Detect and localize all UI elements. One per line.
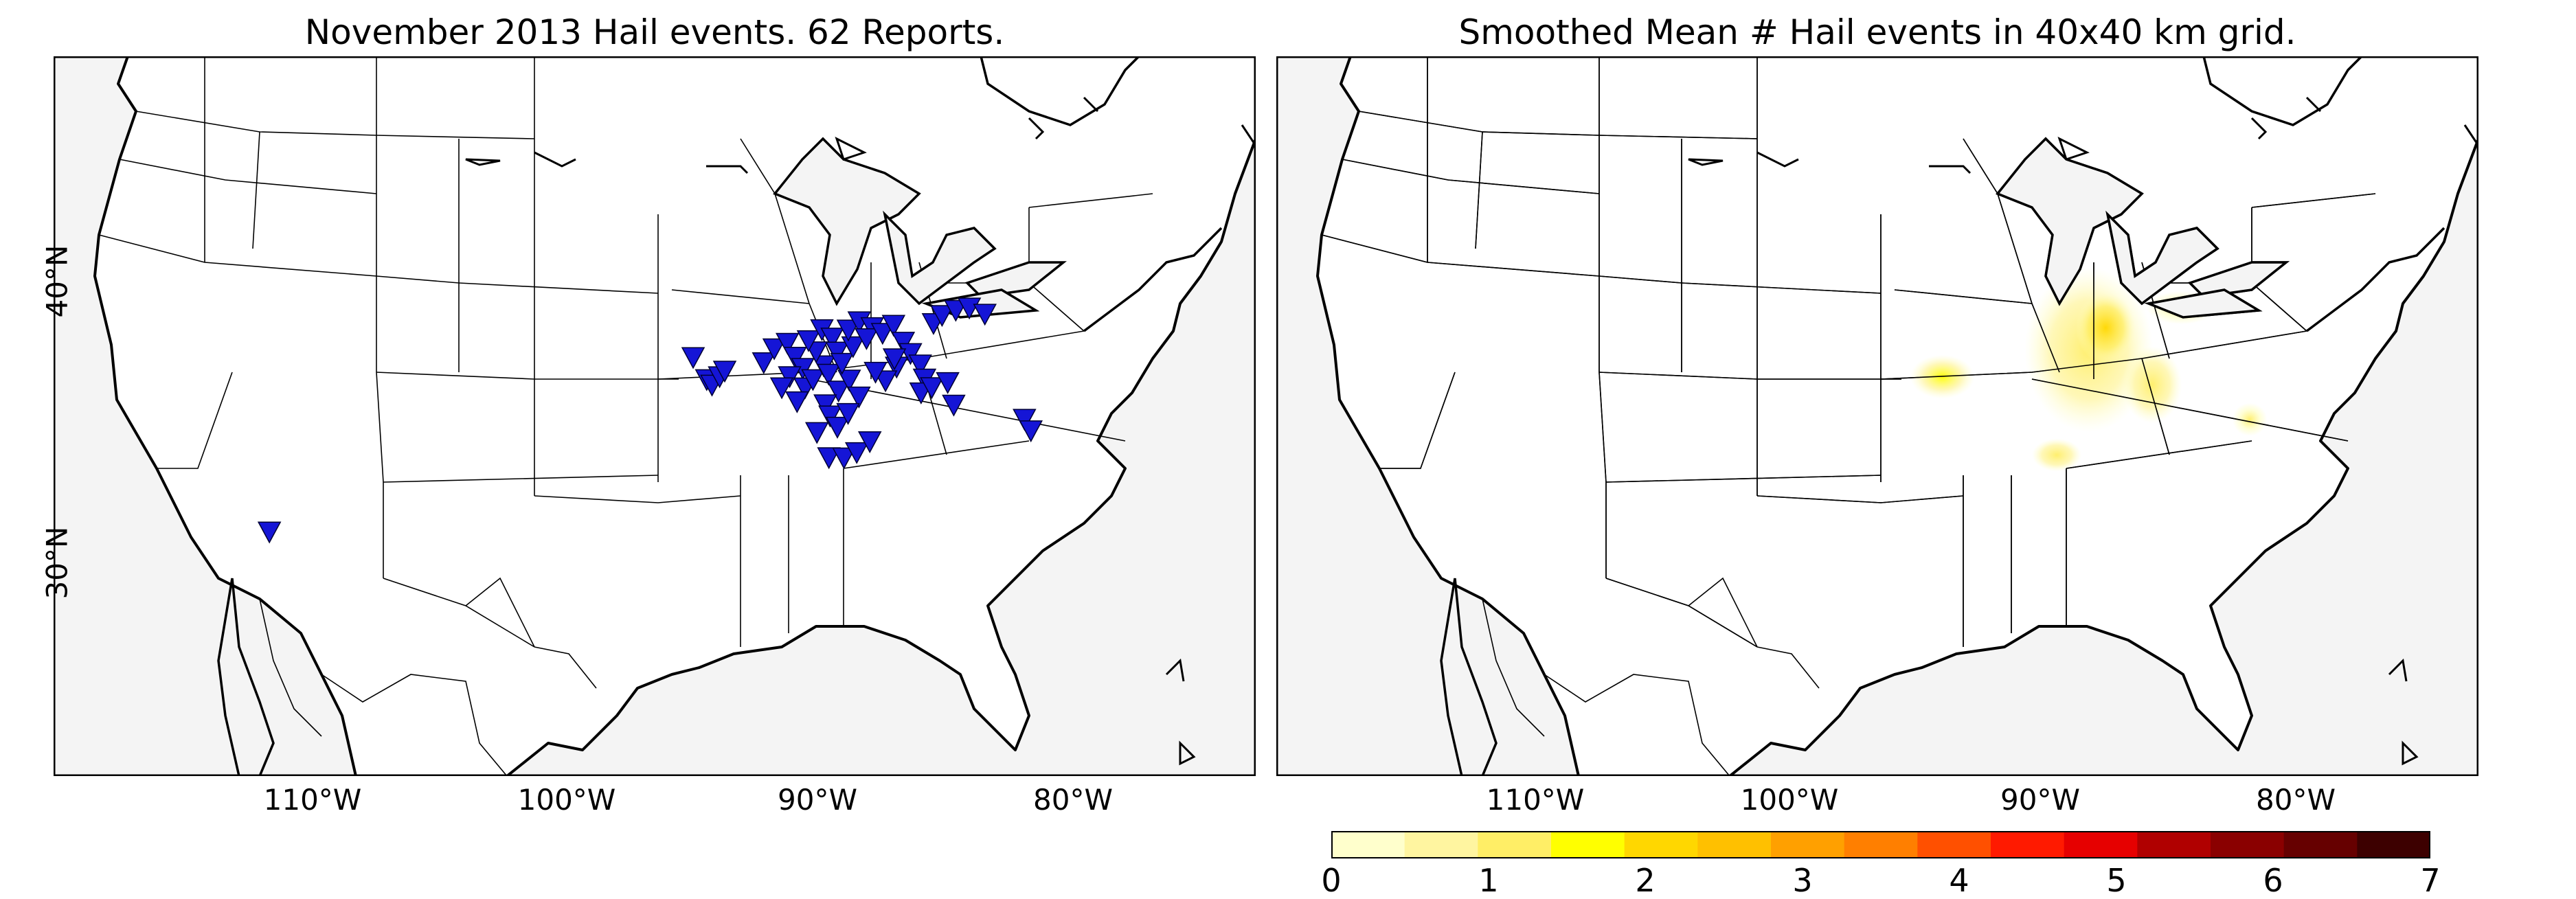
hail-report-marker: [942, 394, 966, 417]
right-panel-title: Smoothed Mean # Hail events in 40x40 km …: [1458, 12, 2296, 52]
colorbar-segment: [1404, 831, 1478, 858]
hail-report-marker: [712, 361, 737, 383]
colorbar-segment: [1331, 831, 1405, 858]
colorbar-segment: [2064, 831, 2138, 858]
lon-tick-label-left-80: 80°W: [1033, 783, 1113, 817]
hail-report-marker: [796, 330, 821, 352]
lat-tick-label-30: 30°N: [40, 526, 74, 600]
colorbar-segment: [1844, 831, 1918, 858]
hail-report-marker: [930, 305, 954, 328]
colorbar-segment: [1991, 831, 2065, 858]
colorbar-tick-6: 6: [2263, 862, 2283, 899]
hail-report-marker: [920, 377, 944, 400]
lon-tick-label-right-110: 110°W: [1486, 783, 1585, 817]
hail-report-marker: [881, 315, 906, 337]
smoothed-hail-density: [2032, 438, 2082, 472]
hail-report-marker: [762, 338, 787, 361]
colorbar-segment: [2137, 831, 2211, 858]
lon-tick-label-left-110: 110°W: [263, 783, 362, 817]
hail-report-marker: [830, 352, 854, 375]
lat-tick-label-40: 40°N: [40, 244, 74, 318]
hail-report-marker: [973, 304, 997, 326]
colorbar-segment: [1771, 831, 1845, 858]
colorbar-segment: [2357, 831, 2430, 858]
hail-report-marker: [801, 369, 825, 391]
hail-report-marker: [1013, 409, 1037, 431]
hail-report-marker: [817, 447, 841, 470]
smoothed-hail-density: [2076, 292, 2136, 364]
hail-report-marker: [944, 299, 968, 322]
hail-report-marker: [855, 328, 879, 350]
hail-reports-map: [54, 56, 1256, 776]
colorbar-segment: [1917, 831, 1991, 858]
hail-report-marker: [836, 319, 861, 342]
hail-report-marker: [804, 422, 829, 444]
smoothed-hail-map: [1276, 56, 2478, 776]
lon-tick-label-right-80: 80°W: [2256, 783, 2336, 817]
hail-report-marker: [957, 297, 982, 320]
hail-report-marker: [257, 521, 282, 544]
hail-report-marker: [825, 416, 850, 439]
colorbar-tick-1: 1: [1478, 862, 1499, 899]
hail-report-marker: [870, 323, 895, 345]
colorbar-segment: [1551, 831, 1625, 858]
hail-report-marker: [817, 363, 841, 386]
hail-report-marker: [813, 394, 837, 417]
colorbar: [1331, 831, 2430, 858]
hail-report-marker: [778, 366, 802, 389]
hail-report-marker: [818, 405, 842, 428]
hail-report-marker: [1019, 420, 1043, 443]
colorbar-tick-4: 4: [1949, 862, 1969, 899]
lon-tick-label-left-100: 100°W: [517, 783, 616, 817]
hail-report-marker: [785, 391, 809, 413]
colorbar-tick-3: 3: [1792, 862, 1813, 899]
colorbar-segment: [1478, 831, 1552, 858]
hail-report-marker: [825, 341, 849, 364]
hail-report-marker: [908, 354, 932, 377]
hail-report-marker: [826, 380, 850, 403]
colorbar-segment: [1624, 831, 1698, 858]
lon-tick-label-right-90: 90°W: [2000, 783, 2080, 817]
colorbar-tick-2: 2: [1635, 862, 1656, 899]
colorbar-tick-7: 7: [2420, 862, 2441, 899]
hail-report-marker: [891, 332, 916, 354]
smoothed-hail-density: [2122, 346, 2182, 424]
left-panel-title: November 2013 Hail events. 62 Reports.: [304, 12, 1005, 52]
lon-tick-label-left-90: 90°W: [778, 783, 857, 817]
colorbar-tick-5: 5: [2106, 862, 2127, 899]
smoothed-hail-density: [2232, 402, 2268, 436]
hail-report-marker: [873, 370, 898, 393]
hail-report-marker: [882, 348, 907, 371]
colorbar-segment: [2283, 831, 2358, 858]
hail-report-marker: [681, 347, 705, 369]
lon-tick-label-right-100: 100°W: [1740, 783, 1839, 817]
colorbar-segment: [1697, 831, 1772, 858]
hail-report-marker: [783, 347, 807, 369]
hail-report-marker: [863, 361, 888, 384]
hail-report-marker: [832, 447, 856, 470]
hail-report-marker: [776, 332, 800, 355]
colorbar-segment: [2211, 831, 2285, 858]
hail-report-marker: [841, 336, 866, 359]
hail-report-marker: [837, 369, 861, 392]
hail-report-marker: [847, 386, 871, 409]
hail-report-marker: [752, 352, 776, 374]
hail-report-marker: [836, 402, 860, 425]
hail-report-marker: [857, 431, 882, 453]
colorbar-tick-0: 0: [1321, 862, 1342, 899]
hail-report-marker: [769, 377, 794, 400]
hail-report-marker: [820, 328, 844, 350]
hail-report-marker: [844, 442, 869, 464]
hail-report-marker: [936, 372, 960, 394]
